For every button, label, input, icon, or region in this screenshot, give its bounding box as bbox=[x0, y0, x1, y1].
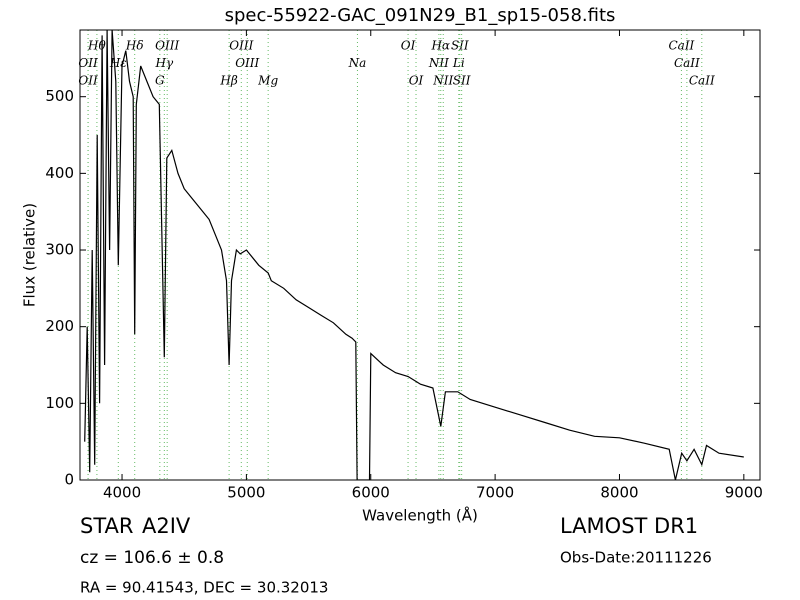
annotation-label: OI bbox=[401, 39, 416, 53]
y-tick-label: 300 bbox=[45, 241, 74, 259]
annotation-label: NII bbox=[428, 56, 449, 70]
annotation-label: OIII bbox=[155, 39, 179, 53]
annotation-label: NII bbox=[432, 74, 453, 88]
annotation-label: CaII bbox=[674, 56, 700, 70]
class: STAR bbox=[80, 514, 133, 538]
x-tick-label: 7000 bbox=[476, 484, 514, 502]
y-tick-label: 100 bbox=[45, 394, 74, 412]
annotation-label: OIII bbox=[235, 56, 259, 70]
redshift: cz = 106.6 ± 0.8 bbox=[80, 548, 224, 568]
spectrum-line bbox=[84, 30, 744, 480]
annotation-label: Hβ bbox=[219, 74, 237, 88]
annotation-label: Mg bbox=[257, 74, 278, 88]
y-tick-label: 400 bbox=[45, 164, 74, 182]
x-tick-label: 5000 bbox=[227, 484, 265, 502]
annotation-label: OIII bbox=[229, 39, 253, 53]
survey: LAMOST DR1 bbox=[560, 514, 698, 538]
annotation-label: SII bbox=[451, 39, 469, 53]
y-tick-label: 0 bbox=[64, 471, 74, 489]
y-axis-label: Flux (relative) bbox=[21, 203, 39, 307]
annotation-label: Li bbox=[452, 56, 465, 70]
annotation-label: Hα bbox=[430, 39, 450, 53]
subclass: A2IV bbox=[142, 514, 191, 538]
x-tick-label: 8000 bbox=[600, 484, 638, 502]
x-axis-label: Wavelength (Å) bbox=[362, 506, 478, 525]
x-tick-label: 6000 bbox=[352, 484, 390, 502]
annotation-label: Hθ bbox=[87, 39, 106, 53]
annotation-label: CaII bbox=[689, 74, 715, 88]
annotation-label: OII bbox=[78, 74, 98, 88]
obs-date: Obs-Date:20111226 bbox=[560, 549, 712, 567]
annotation-label: SII bbox=[453, 74, 471, 88]
plot-frame bbox=[79, 29, 761, 481]
annotation-label: Hδ bbox=[125, 39, 144, 53]
annotation-label: CaII bbox=[668, 39, 694, 53]
y-tick-label: 500 bbox=[45, 87, 74, 105]
y-tick-label: 200 bbox=[45, 317, 74, 335]
annotation-label: G bbox=[155, 74, 165, 88]
chart-title: spec-55922-GAC_091N29_B1_sp15-058.fits bbox=[225, 5, 616, 26]
annotation-label: OI bbox=[409, 74, 424, 88]
x-tick-label: 4000 bbox=[103, 484, 141, 502]
annotation-label: Hγ bbox=[154, 56, 173, 70]
annotation-label: Na bbox=[348, 56, 367, 70]
coordinates: RA = 90.41543, DEC = 30.32013 bbox=[80, 579, 328, 597]
x-tick-label: 9000 bbox=[725, 484, 763, 502]
